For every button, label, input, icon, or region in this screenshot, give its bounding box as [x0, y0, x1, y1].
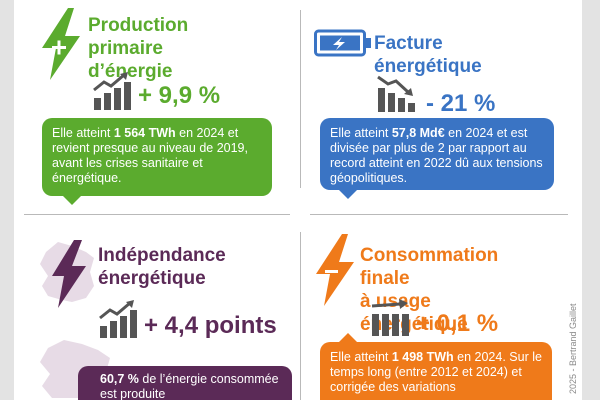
production-title-line2: d’énergie: [88, 61, 173, 82]
production-metric: + 9,9 %: [138, 82, 221, 109]
production-bubble-post: en 2024 et revient presque au niveau de …: [52, 126, 248, 185]
bar-chart-up-icon: [92, 72, 132, 115]
facture-title: Facture énergétique: [374, 33, 482, 77]
consommation-bubble-post: en 2024. Sur le temps long (entre 2012 e…: [330, 350, 542, 394]
production-bubble-tail: [62, 195, 82, 205]
independance-bubble: 60,7 % de l’énergie consommée est produi…: [78, 366, 292, 400]
facture-bubble-pre: Elle atteint: [330, 126, 392, 140]
independance-title: Indépendance énergétique: [98, 244, 226, 290]
production-title: Production primaire d’énergie: [88, 14, 188, 83]
facture-bubble-tail: [338, 189, 358, 199]
consommation-metric: + 0,1 %: [416, 310, 499, 337]
infographic-canvas: Production primaire d’énergie + 9,9 % El…: [14, 0, 582, 400]
production-bubble: Elle atteint 1 564 TWh en 2024 et revien…: [42, 118, 272, 205]
horizontal-divider-right: [310, 214, 568, 215]
independance-title-line2: énergétique: [98, 268, 206, 289]
bar-chart-down-icon: [376, 74, 416, 117]
vertical-divider-top: [300, 10, 301, 188]
production-bubble-pre: Elle atteint: [52, 126, 114, 140]
horizontal-divider-left: [24, 214, 290, 215]
independance-bubble-value: 60,7 %: [100, 372, 139, 386]
consommation-title-line1: Consommation finale: [360, 245, 499, 289]
facture-metric: - 21 %: [426, 90, 496, 117]
france-lightning-icon: [28, 238, 104, 315]
consommation-bubble-pre: Elle atteint: [330, 350, 392, 364]
facture-bubble-value: 57,8 Md€: [391, 126, 445, 140]
consommation-bubble-value: 1 498 TWh: [391, 350, 454, 364]
lightning-plus-icon: [36, 8, 86, 85]
bar-chart-flat-icon: [370, 298, 410, 343]
lightning-minus-icon: [310, 234, 360, 311]
facture-bubble: Elle atteint 57,8 Md€ en 2024 et est div…: [320, 118, 554, 199]
battery-lightning-icon: [314, 28, 372, 63]
production-title-line1: Production primaire: [88, 15, 189, 59]
vertical-divider-bottom: [300, 232, 301, 400]
facture-bubble-post: en 2024 et est divisée par plus de 2 par…: [330, 126, 543, 185]
production-bubble-value: 1 564 TWh: [113, 126, 176, 140]
independance-title-line1: Indépendance: [98, 245, 226, 266]
consommation-bubble: Elle atteint 1 498 TWh en 2024. Sur le t…: [320, 333, 552, 400]
credit-strip: 2025 - Bertrand Gaillet: [564, 0, 582, 400]
independance-bubble-post: de l’énergie consommée est produite: [100, 372, 279, 400]
photo-credit: 2025 - Bertrand Gaillet: [568, 303, 578, 394]
consommation-bubble-tail: [338, 333, 358, 343]
bar-chart-up-icon-2: [98, 300, 138, 343]
independance-metric: + 4,4 points: [144, 312, 277, 339]
